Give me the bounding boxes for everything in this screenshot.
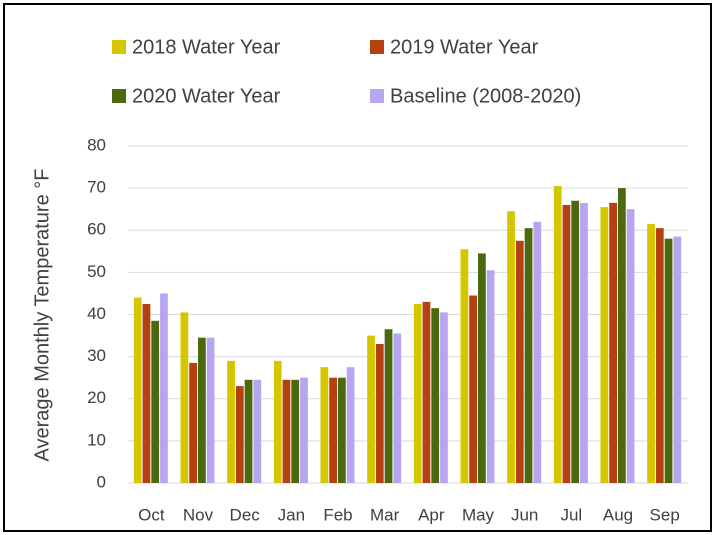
legend-swatch: [370, 89, 384, 103]
bar: [189, 362, 197, 483]
bar: [235, 386, 244, 483]
legend-swatch: [370, 40, 384, 54]
bar: [431, 308, 440, 483]
x-tick-label: Apr: [418, 505, 445, 524]
x-tick-label: Sep: [650, 505, 680, 524]
x-tick-label: Oct: [138, 505, 165, 524]
bar: [440, 312, 448, 483]
bar: [227, 360, 235, 483]
bar: [524, 228, 533, 483]
bar: [206, 337, 215, 483]
y-tick-label: 10: [87, 430, 106, 449]
y-tick-label: 0: [97, 472, 106, 491]
bar: [367, 335, 375, 483]
y-axis-label: Average Monthly Temperature °F: [31, 169, 53, 462]
bar: [507, 211, 515, 483]
bar: [533, 221, 542, 483]
bar: [253, 379, 262, 483]
bar: [393, 333, 402, 483]
bar: [609, 202, 617, 483]
bar: [142, 303, 151, 483]
y-tick-label: 60: [87, 220, 106, 239]
y-tick-label: 80: [87, 135, 106, 154]
bar: [133, 297, 142, 483]
bar: [553, 186, 562, 484]
bar: [664, 238, 673, 483]
x-tick-label: May: [462, 505, 495, 524]
bar: [282, 379, 291, 483]
bar: [375, 343, 384, 483]
bar: [655, 228, 664, 483]
bar: [562, 204, 571, 483]
bar: [320, 367, 329, 483]
bar: [486, 270, 495, 483]
bar: [180, 312, 189, 483]
bar: [618, 188, 626, 483]
x-tick-label: Jul: [560, 505, 582, 524]
chart-border: [3, 3, 712, 532]
x-tick-label: Aug: [603, 505, 633, 524]
x-tick-label: Dec: [230, 505, 261, 524]
legend-label: Baseline (2008-2020): [390, 85, 581, 107]
y-tick-label: 50: [87, 262, 106, 281]
bar: [673, 236, 682, 483]
x-tick-label: Mar: [370, 505, 400, 524]
y-tick-label: 70: [87, 178, 106, 197]
legend-label: 2018 Water Year: [132, 36, 281, 58]
bar: [460, 249, 469, 483]
bar: [273, 360, 282, 483]
x-tick-label: Feb: [323, 505, 352, 524]
y-tick-label: 40: [87, 304, 106, 323]
bar: [151, 320, 160, 483]
x-tick-label: Jun: [511, 505, 538, 524]
bar: [422, 301, 431, 483]
bar: [198, 337, 206, 483]
x-tick-label: Jan: [278, 505, 305, 524]
bar: [580, 202, 588, 483]
bar: [300, 377, 308, 483]
legend-swatch: [112, 89, 126, 103]
bar: [329, 377, 337, 483]
bar: [626, 209, 635, 483]
bar: [384, 329, 393, 483]
bar: [647, 223, 655, 483]
bar: [291, 379, 300, 483]
bar: [571, 200, 580, 483]
bar: [413, 303, 422, 483]
bar: [346, 367, 355, 483]
bar: [244, 379, 253, 483]
bar: [478, 253, 486, 483]
legend-label: 2020 Water Year: [132, 85, 281, 107]
y-tick-label: 20: [87, 388, 106, 407]
bar: [515, 240, 524, 483]
bar: [160, 293, 168, 483]
y-tick-label: 30: [87, 346, 106, 365]
bar: [338, 377, 346, 483]
legend-label: 2019 Water Year: [390, 36, 539, 58]
bar: [469, 295, 477, 483]
bar: [600, 207, 609, 484]
legend-swatch: [112, 40, 126, 54]
x-tick-label: Nov: [183, 505, 214, 524]
